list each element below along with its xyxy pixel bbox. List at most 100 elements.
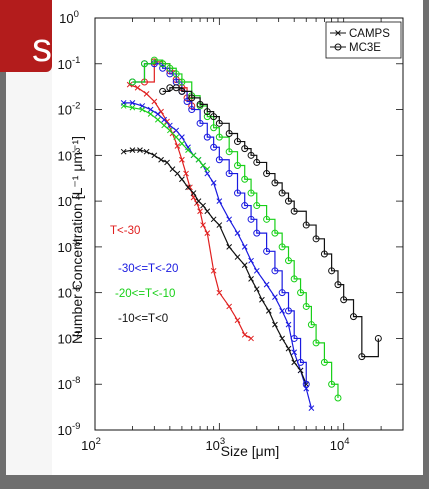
legend-marker-x bbox=[335, 30, 341, 36]
data-point-x bbox=[291, 359, 298, 366]
data-point-circle bbox=[253, 158, 261, 166]
data-point-circle bbox=[290, 207, 298, 215]
data-point-x bbox=[147, 106, 154, 113]
data-point-x bbox=[285, 345, 292, 352]
data-point-circle bbox=[247, 215, 255, 223]
data-point-x bbox=[241, 262, 248, 268]
data-point-circle bbox=[302, 380, 310, 388]
data-point-circle bbox=[253, 202, 261, 210]
data-point-circle bbox=[271, 267, 279, 275]
temperature-annotation: T<-30 bbox=[110, 225, 140, 237]
data-point-x bbox=[308, 405, 315, 412]
legend-box bbox=[325, 21, 402, 59]
y-tick-label: 10-1 bbox=[58, 55, 81, 72]
data-point-circle bbox=[210, 124, 218, 132]
data-point-circle bbox=[350, 313, 358, 321]
data-point-x bbox=[248, 335, 254, 342]
y-tick-label: 100 bbox=[59, 9, 79, 26]
data-point-x bbox=[169, 166, 176, 172]
data-point-circle bbox=[178, 87, 186, 95]
data-point-circle bbox=[159, 64, 167, 72]
data-point-x bbox=[234, 317, 241, 324]
data-point-x bbox=[204, 170, 211, 177]
data-point-circle bbox=[278, 243, 286, 251]
data-point-x bbox=[120, 103, 127, 109]
data-point-circle bbox=[290, 334, 298, 342]
data-point-circle bbox=[215, 133, 223, 141]
data-point-x bbox=[183, 170, 189, 177]
data-point-x bbox=[164, 159, 170, 166]
data-point-x bbox=[195, 156, 202, 163]
data-point-x bbox=[167, 122, 173, 129]
data-point-x bbox=[158, 108, 164, 115]
data-point-circle bbox=[234, 161, 242, 169]
data-point-x bbox=[126, 81, 133, 88]
data-point-x bbox=[151, 152, 158, 159]
data-point-x bbox=[129, 147, 136, 153]
x-tick-label: 102 bbox=[81, 436, 101, 453]
data-point-x bbox=[185, 184, 191, 191]
data-point-x bbox=[134, 84, 141, 91]
legend-marker-circle bbox=[334, 43, 342, 51]
data-point-circle bbox=[271, 179, 279, 187]
data-point-circle bbox=[263, 247, 271, 255]
data-point-x bbox=[241, 244, 248, 250]
data-point-x bbox=[200, 222, 206, 228]
data-point-circle bbox=[183, 97, 191, 105]
data-point-x bbox=[263, 281, 270, 288]
data-point-circle bbox=[188, 106, 196, 114]
data-point-x bbox=[190, 190, 197, 196]
series-mc3e-6 bbox=[128, 56, 342, 402]
legend-label: MC3E bbox=[349, 42, 381, 54]
data-point-x bbox=[164, 118, 170, 125]
data-point-circle bbox=[358, 353, 366, 361]
series-camps-1 bbox=[120, 100, 315, 412]
slide-title-bar: s bbox=[0, 0, 52, 72]
data-point-x bbox=[173, 134, 180, 140]
y-tick-label: 10-4 bbox=[58, 192, 81, 209]
data-point-x bbox=[210, 267, 217, 274]
data-point-circle bbox=[328, 267, 336, 275]
data-point-circle bbox=[334, 281, 342, 289]
data-point-x bbox=[174, 170, 181, 177]
data-point-circle bbox=[253, 229, 261, 237]
y-tick-label: 10-5 bbox=[58, 238, 81, 255]
data-point-x bbox=[259, 296, 265, 303]
y-tick-label: 10-8 bbox=[58, 375, 81, 392]
data-point-x bbox=[253, 286, 260, 292]
data-point-circle bbox=[285, 307, 293, 315]
series-line bbox=[132, 63, 307, 385]
data-point-x bbox=[197, 208, 203, 215]
data-point-x bbox=[187, 184, 193, 191]
temperature-annotation: -10<=T<0 bbox=[118, 313, 168, 325]
data-point-x bbox=[158, 156, 164, 163]
data-point-circle bbox=[203, 133, 211, 141]
data-point-circle bbox=[172, 84, 180, 92]
data-point-x bbox=[285, 321, 292, 328]
data-point-circle bbox=[328, 380, 336, 388]
data-point-circle bbox=[312, 339, 320, 347]
y-tick-label: 10-2 bbox=[58, 101, 81, 118]
data-point-x bbox=[226, 216, 233, 223]
data-point-x bbox=[234, 230, 241, 236]
data-point-x bbox=[154, 116, 161, 123]
data-point-circle bbox=[241, 202, 249, 210]
x-axis-title: Size [μm] bbox=[221, 443, 280, 459]
data-point-circle bbox=[247, 189, 255, 197]
data-point-circle bbox=[340, 296, 348, 304]
data-point-x bbox=[272, 294, 278, 300]
plot-area bbox=[94, 17, 404, 431]
data-point-x bbox=[216, 198, 223, 204]
data-point-x bbox=[179, 140, 185, 147]
data-point-x bbox=[204, 208, 211, 215]
data-point-circle bbox=[178, 78, 186, 86]
data-point-x bbox=[248, 276, 254, 282]
data-point-x bbox=[137, 147, 143, 153]
data-point-x bbox=[161, 122, 168, 129]
data-point-x bbox=[143, 148, 150, 155]
data-point-x bbox=[190, 152, 197, 159]
data-point-circle bbox=[302, 221, 310, 229]
data-point-x bbox=[279, 308, 286, 314]
data-point-circle bbox=[140, 60, 148, 68]
